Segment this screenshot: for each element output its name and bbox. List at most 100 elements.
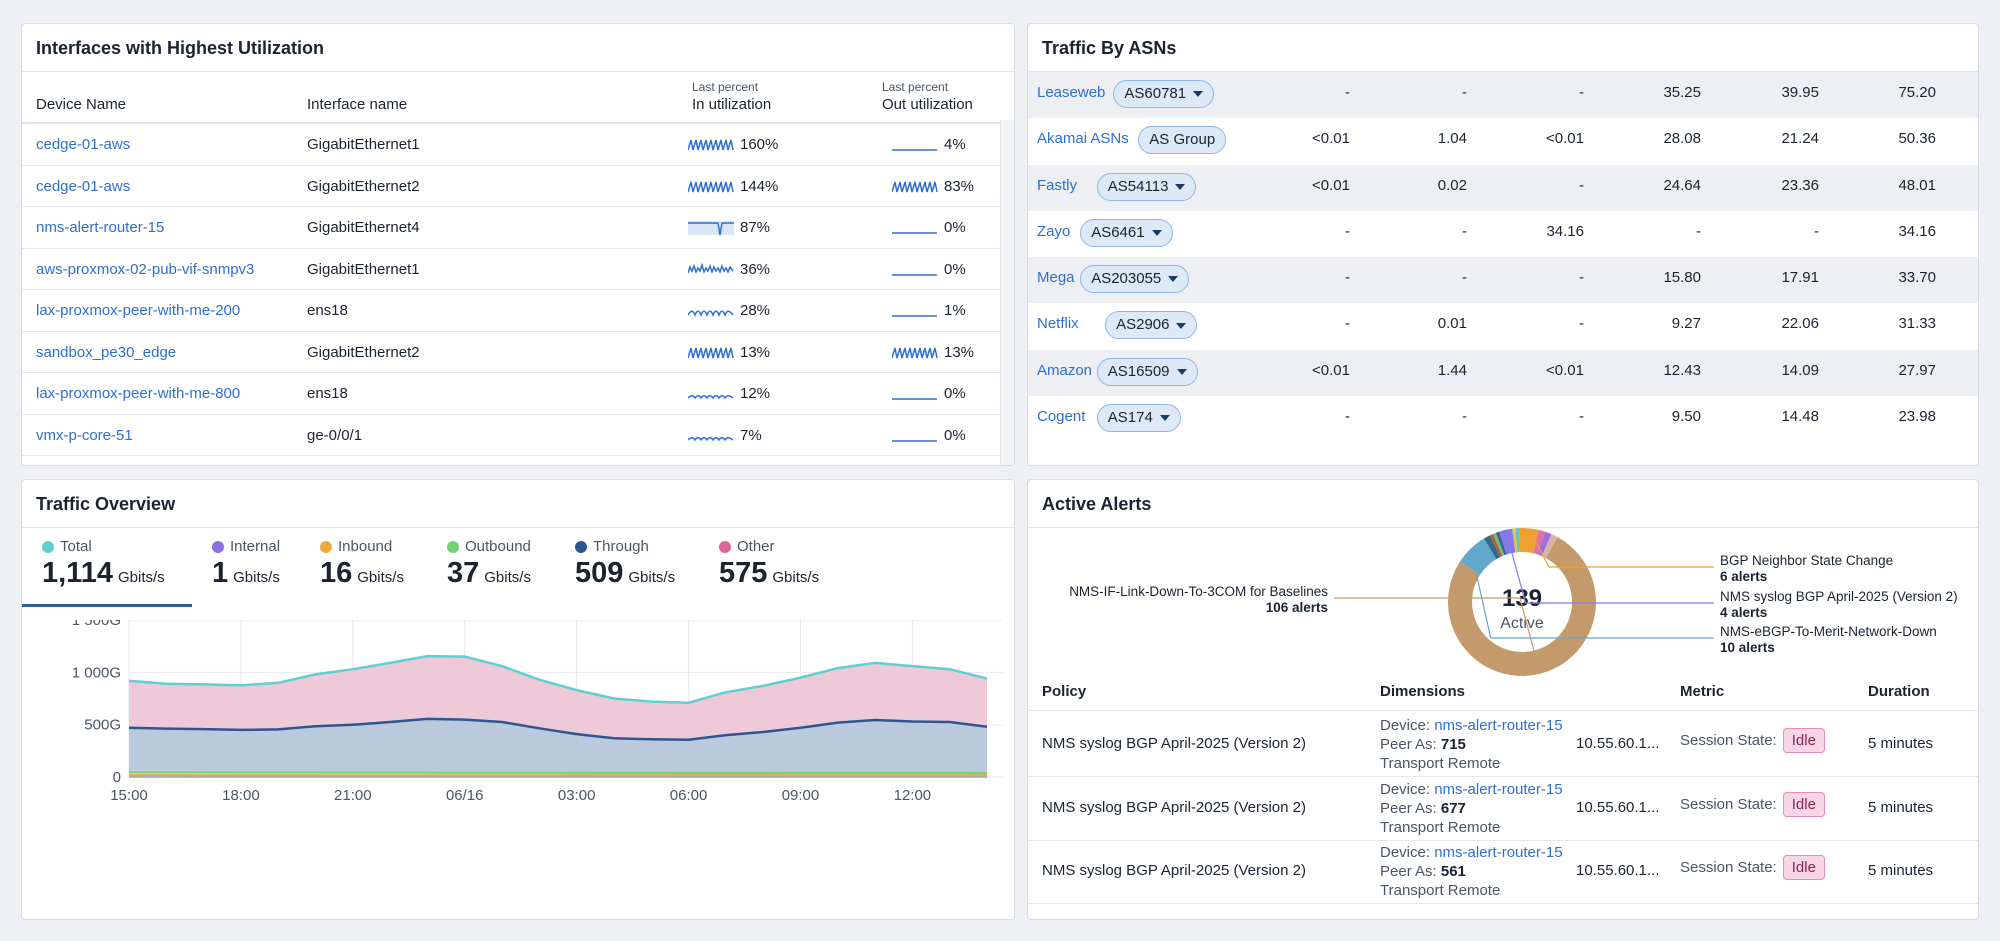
asn-value: -: [1814, 222, 1819, 240]
asn-value: 27.97: [1898, 361, 1936, 379]
in-sparkline: [688, 181, 734, 192]
asn-name-link[interactable]: Fastly: [1037, 176, 1078, 194]
asn-name-link[interactable]: Netflix: [1037, 315, 1079, 333]
asn-name-link[interactable]: Amazon: [1037, 361, 1093, 379]
col-in-utilization[interactable]: In utilization: [692, 96, 772, 113]
asn-chip-dropdown[interactable]: AS60781: [1113, 80, 1215, 108]
col-out-utilization[interactable]: Out utilization: [882, 96, 973, 113]
caret-down-icon: [1168, 276, 1179, 283]
traffic-title: Traffic Overview: [22, 480, 1014, 528]
dim-device-link[interactable]: nms-alert-router-15: [1434, 780, 1563, 798]
dim-peer-label: Peer As:: [1380, 736, 1437, 753]
device-link[interactable]: cedge-01-aws: [36, 136, 131, 153]
asn-value: -: [1579, 315, 1584, 333]
col-duration[interactable]: Duration: [1868, 683, 1930, 700]
asn-name-link[interactable]: Cogent: [1037, 408, 1086, 426]
asn-value: 17.91: [1781, 269, 1819, 287]
legend-label: Through: [593, 538, 649, 555]
col-policy[interactable]: Policy: [1042, 683, 1087, 700]
interfaces-scrollbar[interactable]: [1000, 120, 1014, 465]
in-utilization-value: 36%: [740, 260, 771, 278]
interface-name: ge-0/0/1: [307, 426, 363, 444]
donut-slice: [1492, 532, 1505, 557]
asn-chip-dropdown[interactable]: AS16509: [1096, 357, 1198, 386]
legend-value-row: 575 Gbits/s: [719, 557, 819, 590]
device-link[interactable]: sandbox_pe30_edge: [36, 343, 177, 361]
legend-item-total[interactable]: Total 1,114 Gbits/s: [42, 538, 165, 590]
legend-dot-icon: [575, 540, 587, 553]
dim-peer-value: 561: [1440, 863, 1466, 880]
alert-metric: Session State: Idle: [1680, 855, 1825, 880]
alert-policy: NMS syslog BGP April-2025 (Version 2): [1042, 735, 1307, 752]
table-row: sandbox_pe30_edge GigabitEthernet2 13% 13%: [22, 332, 1014, 373]
device-link[interactable]: nms-alert-router-15: [36, 219, 165, 236]
out-utilization-value: 83%: [944, 177, 975, 195]
series-through-line: [128, 717, 988, 742]
donut-slice: [1489, 533, 1503, 557]
asn-name-link[interactable]: Leaseweb: [1037, 84, 1106, 101]
asn-value: 9.50: [1671, 408, 1701, 426]
legend-item-inbound[interactable]: Inbound 16 Gbits/s: [320, 538, 404, 590]
col-device-name[interactable]: Device Name: [36, 96, 127, 113]
asn-chip-dropdown[interactable]: AS Group: [1138, 126, 1227, 155]
caret-down-icon: [1176, 322, 1187, 329]
legend-item-other[interactable]: Other 575 Gbits/s: [719, 538, 819, 590]
legend-dot-icon: [719, 540, 731, 553]
dim-peer-label: Peer As:: [1380, 863, 1437, 880]
asn-chip-dropdown[interactable]: AS2906: [1105, 311, 1198, 340]
asn-name-link[interactable]: Mega: [1037, 269, 1075, 287]
asn-chip-dropdown[interactable]: AS6461: [1080, 218, 1173, 247]
legend-item-through[interactable]: Through 509 Gbits/s: [575, 538, 675, 590]
asn-value: 15.80: [1663, 269, 1701, 287]
asn-name-link[interactable]: Zayo: [1037, 222, 1071, 240]
legend-item-internal[interactable]: Internal 1 Gbits/s: [212, 538, 280, 590]
col-interface-name[interactable]: Interface name: [307, 96, 408, 113]
traffic-chart: 0 500G 1 000G 1 500G 15:00 18:00 21:00 06/16 03:…: [72, 620, 1003, 804]
table-row: lax-proxmox-peer-with-me-800 ens18 12% 0%: [22, 373, 1014, 415]
callout-line: [1470, 548, 1714, 639]
dim-device-link[interactable]: nms-alert-router-15: [1434, 844, 1563, 861]
asn-value: <0.01: [1312, 130, 1350, 148]
asn-value: <0.01: [1312, 176, 1350, 194]
device-link[interactable]: lax-proxmox-peer-with-me-200: [36, 302, 241, 319]
legend-label-row: Inbound: [320, 538, 404, 555]
callout-name: NMS syslog BGP April-2025 (Version 2): [1720, 589, 1958, 604]
dim-device-label: Device:: [1380, 780, 1431, 798]
asn-value: 24.64: [1663, 176, 1701, 194]
legend-unit: Gbits/s: [233, 569, 280, 586]
device-link[interactable]: vmx-p-core-51: [36, 426, 133, 444]
asn-value: -: [1462, 84, 1467, 101]
legend-dot-icon: [42, 540, 54, 553]
legend-label: Outbound: [465, 538, 531, 555]
asn-chip-label: AS54113: [1107, 177, 1169, 195]
col-metric[interactable]: Metric: [1680, 683, 1725, 700]
legend-value-row: 1 Gbits/s: [212, 557, 280, 590]
in-utilization-value: 12%: [740, 385, 771, 402]
dim-peer-line: Peer As: 561: [1380, 862, 1563, 881]
legend-value: 1,114: [42, 557, 113, 589]
alert-metric: Session State: Idle: [1680, 728, 1825, 753]
interface-name: ens18: [307, 302, 348, 319]
device-link[interactable]: cedge-01-aws: [36, 177, 131, 195]
dim-device-link[interactable]: nms-alert-router-15: [1434, 717, 1563, 734]
device-link[interactable]: aws-proxmox-02-pub-vif-snmpv3: [36, 260, 255, 278]
alert-ip: 10.55.60.1...: [1576, 735, 1660, 752]
legend-item-outbound[interactable]: Outbound 37 Gbits/s: [447, 538, 531, 590]
asn-chip-dropdown[interactable]: AS203055: [1080, 265, 1190, 294]
alert-policy: NMS syslog BGP April-2025 (Version 2): [1042, 862, 1307, 879]
alert-row[interactable]: NMS syslog BGP April-2025 (Version 2) Dev…: [1028, 777, 1978, 841]
callout-name: BGP Neighbor State Change: [1720, 553, 1893, 568]
alert-row[interactable]: NMS syslog BGP April-2025 (Version 2) Dev…: [1028, 713, 1978, 777]
x-tick-label: 09:00: [782, 787, 820, 804]
out-sparkline: [892, 149, 937, 151]
x-tick-label: 03:00: [558, 787, 596, 804]
alert-row[interactable]: NMS syslog BGP April-2025 (Version 2) Dev…: [1028, 840, 1978, 904]
asn-name-link[interactable]: Akamai ASNs: [1037, 130, 1129, 148]
donut-slice: [1515, 528, 1520, 553]
asn-chip-dropdown[interactable]: AS54113: [1096, 172, 1197, 201]
device-link[interactable]: lax-proxmox-peer-with-me-800: [36, 385, 241, 402]
asn-chip-dropdown[interactable]: AS174: [1096, 404, 1181, 433]
asn-title: Traffic By ASNs: [1028, 24, 1978, 72]
col-dimensions[interactable]: Dimensions: [1380, 683, 1466, 700]
caret-down-icon: [1193, 91, 1204, 98]
